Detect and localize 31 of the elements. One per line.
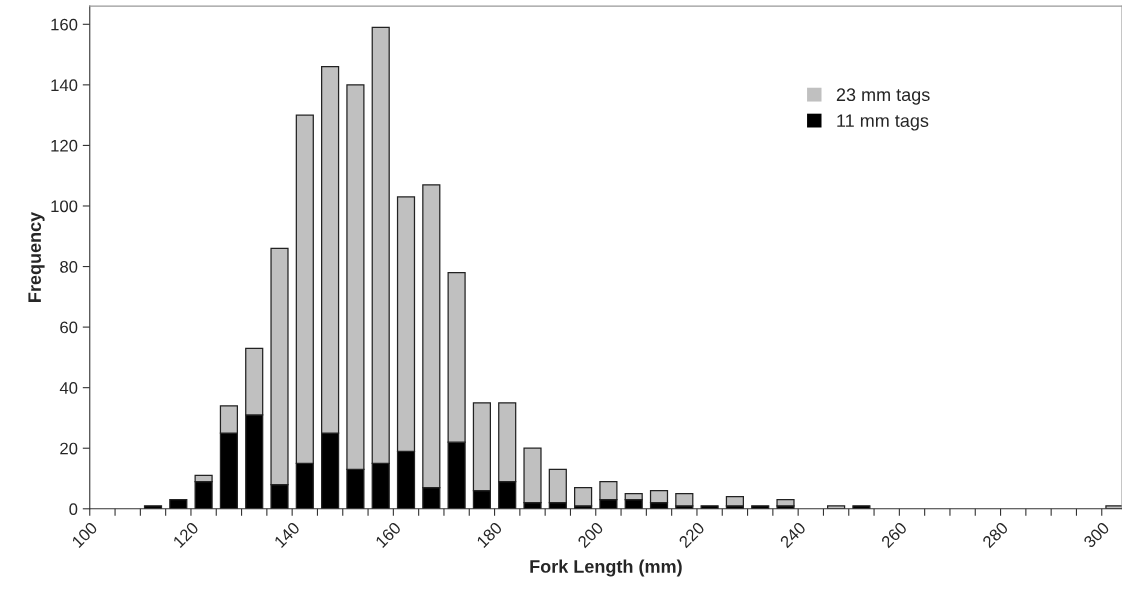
bar xyxy=(169,499,188,509)
x-tick-label: 140 xyxy=(273,521,301,549)
y-tick-label: 60 xyxy=(60,321,78,334)
x-tick-label: 280 xyxy=(981,521,1009,549)
x-tick-label: 220 xyxy=(678,521,706,549)
y-tick-label: 40 xyxy=(59,382,78,394)
bar xyxy=(675,493,694,507)
bar xyxy=(776,499,795,507)
bar xyxy=(649,489,669,504)
y-tick-label: 120 xyxy=(51,139,78,152)
x-tick-label: 200 xyxy=(577,521,604,549)
x-tick-label: 180 xyxy=(476,521,503,549)
legend-label: 11 mm tags xyxy=(837,114,929,131)
bar xyxy=(523,447,542,504)
bar xyxy=(725,496,745,507)
y-tick-label: 160 xyxy=(51,18,78,31)
x-tick-label: 160 xyxy=(374,521,402,549)
y-axis-title: Frequency xyxy=(28,211,45,302)
x-tick-label: 260 xyxy=(880,521,908,549)
y-tick-label: 80 xyxy=(60,260,78,273)
bar xyxy=(548,468,567,504)
y-tick-label: 140 xyxy=(51,79,78,92)
bar xyxy=(574,486,593,507)
x-axis-title: Fork Length (mm) xyxy=(530,559,682,577)
y-tick-label: 100 xyxy=(51,200,78,213)
legend-label: 23 mm tags xyxy=(836,88,930,105)
x-tick-label: 240 xyxy=(779,521,807,549)
y-tick-label: 20 xyxy=(60,442,78,455)
x-tick-label: 300 xyxy=(1082,521,1110,549)
y-tick-label: 0 xyxy=(69,503,78,515)
x-tick-label: 120 xyxy=(172,521,200,549)
